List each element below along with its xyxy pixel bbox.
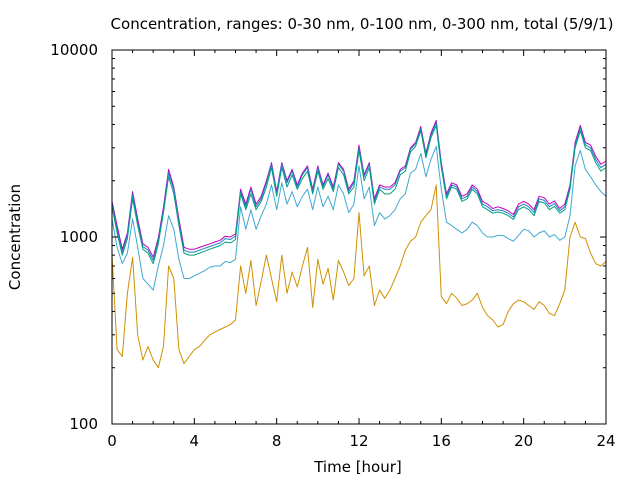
plot-frame xyxy=(111,49,607,425)
series-line-4 xyxy=(111,145,607,291)
x-tick-label: 12 xyxy=(349,432,368,450)
chart-title: Concentration, ranges: 0-30 nm, 0-100 nm… xyxy=(111,15,614,33)
x-tick-label: 24 xyxy=(596,432,615,450)
x-tick-label: 0 xyxy=(107,432,117,450)
y-axis: 100 1000 10000 xyxy=(50,41,606,433)
series-line-5 xyxy=(111,184,607,369)
y-axis-label: Concentration xyxy=(6,184,24,290)
y-tick-label: 10000 xyxy=(50,41,98,59)
series-layer xyxy=(111,120,607,369)
y-tick-label: 100 xyxy=(69,415,98,433)
x-tick-label: 20 xyxy=(514,432,533,450)
x-axis-label: Time [hour] xyxy=(313,458,402,476)
x-tick-label: 4 xyxy=(190,432,200,450)
series-line-1 xyxy=(111,120,607,258)
x-tick-label: 16 xyxy=(432,432,451,450)
y-tick-label: 1000 xyxy=(60,228,98,246)
series-line-2 xyxy=(111,121,607,261)
x-tick-label: 8 xyxy=(272,432,282,450)
x-axis: 0 4 8 12 16 20 24 xyxy=(107,50,616,450)
series-line-3 xyxy=(111,124,607,265)
